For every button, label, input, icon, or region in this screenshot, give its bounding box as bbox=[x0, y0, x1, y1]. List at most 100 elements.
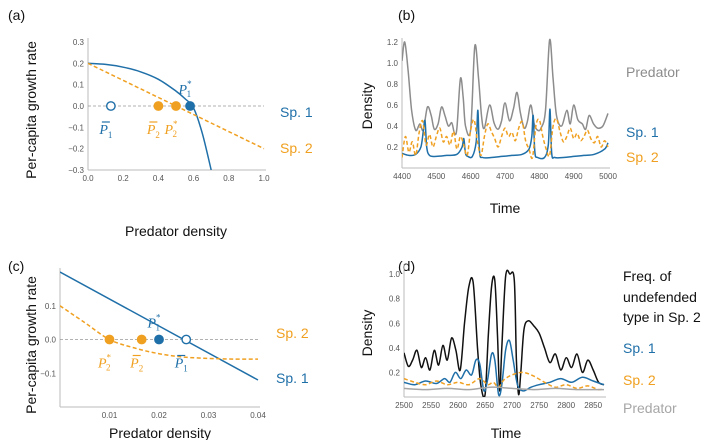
point-a-1 bbox=[153, 101, 164, 111]
point-label-mark: * bbox=[173, 119, 178, 129]
y-label-c: Per-capita growth rate bbox=[23, 276, 39, 414]
point-a-2 bbox=[171, 101, 181, 111]
y-tick-c-1: 0.0 bbox=[45, 336, 57, 345]
y-tick-b-4: 1.0 bbox=[387, 59, 399, 68]
point-label-mark: 1 bbox=[183, 364, 188, 374]
y-tick-b-5: 1.2 bbox=[387, 38, 399, 47]
point-label-sub: 2 bbox=[106, 363, 111, 373]
x-tick-d-5: 2750 bbox=[530, 401, 548, 410]
point-label-a-2: P* 2 bbox=[163, 119, 178, 139]
point-label-c-0: P* 2 bbox=[97, 353, 112, 373]
point-label-mark: 2 bbox=[155, 130, 160, 140]
series-b-0 bbox=[402, 38, 609, 137]
x-tick-a-1: 0.2 bbox=[118, 174, 130, 183]
y-tick-d-3: 0.8 bbox=[389, 295, 401, 304]
x-tick-d-6: 2800 bbox=[557, 401, 575, 410]
x-tick-c-0: 0.01 bbox=[102, 411, 118, 420]
x-tick-b-3: 4700 bbox=[496, 172, 514, 181]
y-tick-b-2: 0.6 bbox=[387, 101, 399, 110]
legend-a-1: Sp. 2 bbox=[280, 140, 313, 156]
panel-a: (a) 0.0 0.2 0.4 0.6 0.8 1.0 −0.3 −0.2 −0.1 0.0 0.1 0… bbox=[8, 7, 313, 239]
legend-d-5: Predator bbox=[623, 400, 677, 416]
y-tick-c-0: −0.1 bbox=[40, 369, 56, 378]
y-label-a: Per-capita growth rate bbox=[23, 41, 39, 179]
x-tick-c-2: 0.03 bbox=[201, 411, 217, 420]
y-tick-d-0: 0.2 bbox=[389, 368, 401, 377]
point-c-3 bbox=[181, 334, 192, 345]
x-tick-a-0: 0.0 bbox=[82, 174, 94, 183]
point-label-a-0: P1 bbox=[98, 123, 112, 140]
y-tick-a-5: 0.2 bbox=[73, 59, 85, 68]
x-tick-b-0: 4400 bbox=[393, 172, 411, 181]
x-label-b: Time bbox=[490, 200, 521, 216]
y-tick-a-1: −0.2 bbox=[68, 145, 84, 154]
x-tick-d-4: 2700 bbox=[503, 401, 521, 410]
legend-d-0: Freq. of bbox=[623, 268, 671, 284]
series-d-3 bbox=[404, 386, 605, 391]
y-label-d: Density bbox=[359, 310, 375, 357]
y-tick-a-3: 0.0 bbox=[73, 102, 85, 111]
point-label-mark: * bbox=[156, 313, 161, 323]
legend-b-2: Sp. 2 bbox=[626, 149, 659, 165]
point-label-sub: 1 bbox=[187, 89, 192, 99]
series-d-0 bbox=[404, 269, 605, 397]
y-tick-b-1: 0.4 bbox=[387, 122, 399, 131]
panel-d: (d) 2500 2550 2600 2650 2700 2750 2800 2850 0.2 0.… bbox=[359, 258, 701, 440]
point-label-mark: 1 bbox=[108, 130, 113, 140]
y-tick-a-6: 0.3 bbox=[73, 38, 85, 47]
x-tick-a-4: 0.8 bbox=[223, 174, 235, 183]
series-a-0 bbox=[88, 62, 212, 170]
legend-d-4: Sp. 2 bbox=[623, 372, 656, 388]
point-label-mark: 2 bbox=[139, 364, 144, 374]
series-b-2 bbox=[402, 117, 609, 160]
point-label-c-3: P1 bbox=[174, 357, 188, 374]
x-tick-d-3: 2650 bbox=[476, 401, 494, 410]
y-tick-b-0: 0.2 bbox=[387, 143, 399, 152]
panel-label-a: (a) bbox=[8, 7, 25, 23]
x-tick-c-1: 0.02 bbox=[151, 411, 167, 420]
point-a-0 bbox=[105, 101, 116, 111]
point-label-mark: * bbox=[107, 353, 112, 363]
x-tick-a-2: 0.4 bbox=[153, 174, 165, 183]
y-tick-d-4: 1.0 bbox=[389, 270, 401, 279]
series-c-0 bbox=[60, 271, 259, 381]
x-label-a: Predator density bbox=[125, 223, 227, 239]
x-tick-a-3: 0.6 bbox=[188, 174, 200, 183]
y-label-b: Density bbox=[359, 83, 375, 130]
y-tick-d-1: 0.4 bbox=[389, 344, 401, 353]
point-c-2 bbox=[154, 334, 164, 345]
y-tick-a-0: −0.3 bbox=[68, 166, 84, 175]
y-tick-a-4: 0.1 bbox=[73, 81, 85, 90]
point-label-c-1: P2 bbox=[129, 357, 143, 374]
series-c-1 bbox=[60, 305, 259, 360]
x-tick-b-2: 4600 bbox=[462, 172, 480, 181]
legend-b-0: Predator bbox=[626, 64, 680, 80]
panel-c: (c) 0.01 0.02 0.03 0.04 −0.1 0.0 0.1 P* 2 P2 P* 1 P1 P… bbox=[8, 258, 309, 440]
panel-label-c: (c) bbox=[8, 258, 24, 274]
point-label-c-2: P* 1 bbox=[146, 313, 161, 333]
x-tick-d-1: 2550 bbox=[422, 401, 440, 410]
y-tick-b-3: 0.8 bbox=[387, 80, 399, 89]
point-label-sub: 2 bbox=[173, 129, 178, 139]
panel-b: (b) 4400 4500 4600 4700 4800 4900 5000 0.2 0.4 0.6… bbox=[359, 7, 680, 216]
legend-d-2: type in Sp. 2 bbox=[623, 309, 701, 325]
x-tick-b-5: 4900 bbox=[565, 172, 583, 181]
series-d-1 bbox=[404, 339, 605, 397]
y-tick-a-2: −0.1 bbox=[68, 123, 84, 132]
x-tick-d-0: 2500 bbox=[395, 401, 413, 410]
y-tick-c-2: 0.1 bbox=[45, 302, 57, 311]
legend-c-1: Sp. 1 bbox=[276, 370, 309, 386]
x-tick-a-5: 1.0 bbox=[258, 174, 270, 183]
point-label-sub: 1 bbox=[156, 323, 161, 333]
x-label-c: Predator density bbox=[109, 425, 211, 440]
point-c-1 bbox=[136, 334, 147, 345]
x-tick-d-2: 2600 bbox=[449, 401, 467, 410]
legend-c-0: Sp. 2 bbox=[276, 325, 309, 341]
panel-label-d: (d) bbox=[398, 258, 415, 274]
panel-label-b: (b) bbox=[398, 7, 415, 23]
legend-d-1: undefended bbox=[623, 289, 697, 305]
point-a-3 bbox=[185, 101, 195, 111]
series-b-1 bbox=[402, 108, 609, 160]
x-tick-d-7: 2850 bbox=[584, 401, 602, 410]
